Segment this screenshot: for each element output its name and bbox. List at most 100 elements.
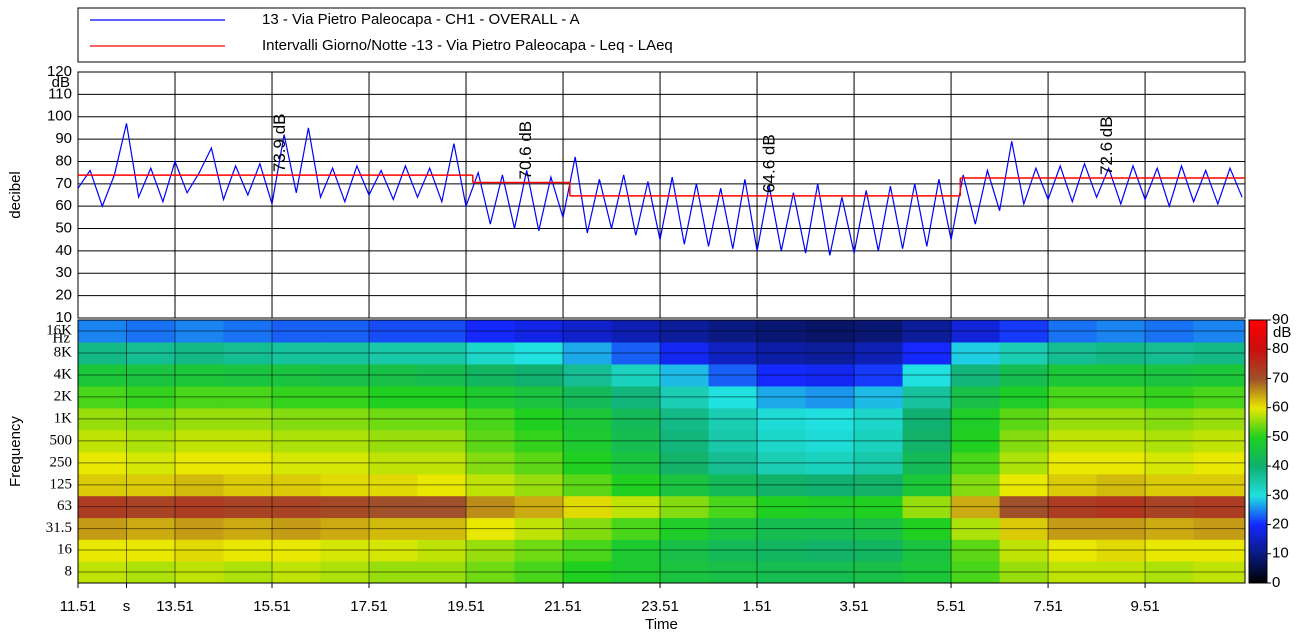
colorbar-band [1249, 497, 1267, 501]
colorbar-band [1249, 512, 1267, 516]
colorbar-band [1249, 547, 1267, 551]
legend-label: 13 - Via Pietro Paleocapa - CH1 - OVERAL… [262, 11, 580, 28]
colorbar-band [1249, 416, 1267, 420]
y-tick-label: 60 [55, 197, 72, 214]
colorbar-band [1249, 420, 1267, 424]
colorbar-band [1249, 425, 1267, 428]
colorbar-band [1249, 438, 1267, 442]
colorbar-band [1249, 447, 1267, 450]
colorbar-band [1249, 381, 1267, 385]
colorbar-band [1249, 436, 1267, 439]
y-tick-label: 31.5 [46, 520, 72, 536]
value-label: 70.6 dB [516, 121, 535, 180]
colorbar-band [1249, 501, 1267, 505]
colorbar-band [1249, 536, 1267, 540]
colorbar-band [1249, 440, 1267, 444]
y-tick-label: 8 [65, 563, 73, 579]
x-tick-label: 19.51 [447, 598, 485, 615]
colorbar-band [1249, 368, 1267, 371]
y-tick-label: 63 [57, 498, 72, 514]
colorbar-band [1249, 355, 1267, 358]
y-tick-label: 50 [55, 220, 72, 237]
colorbar-band [1249, 344, 1267, 347]
x-tick-label: 3.51 [839, 598, 868, 615]
colorbar-band [1249, 366, 1267, 369]
colorbar-band [1249, 341, 1267, 345]
colorbar-band [1249, 561, 1267, 564]
colorbar-band [1249, 508, 1267, 512]
colorbar-band [1249, 444, 1267, 448]
x-tick-label: s [123, 598, 131, 615]
x-tick-label: 1.51 [742, 598, 771, 615]
colorbar-band [1249, 578, 1267, 582]
colorbar-band [1249, 379, 1267, 382]
x-tick-label: 23.51 [641, 598, 679, 615]
y-tick-label: 120 [47, 63, 72, 80]
colorbar-band [1249, 453, 1267, 457]
x-tick-label: 13.51 [156, 598, 194, 615]
colorbar-band [1249, 431, 1267, 435]
x-tick-label: 11.51 [60, 598, 96, 615]
x-tick-label: 15.51 [253, 598, 291, 615]
colorbar-band [1249, 320, 1267, 323]
x-tick-label: 21.51 [544, 598, 582, 615]
y-tick-label: 10 [55, 309, 72, 326]
y-tick-label: 2K [54, 388, 73, 404]
y-tick-label: 80 [55, 152, 72, 169]
colorbar-band [1249, 392, 1267, 396]
colorbar-band [1249, 499, 1267, 503]
colorbar-band [1249, 526, 1267, 529]
colorbar-band [1249, 383, 1267, 387]
colorbar-label: 50 [1272, 428, 1289, 445]
y-tick-label: 16K [46, 322, 72, 338]
colorbar-band [1249, 433, 1267, 437]
colorbar-band [1249, 423, 1267, 426]
colorbar-band [1249, 556, 1267, 560]
colorbar-band [1249, 442, 1267, 446]
colorbar-band [1249, 370, 1267, 374]
colorbar-band [1249, 451, 1267, 455]
colorbar-band [1249, 361, 1267, 365]
y-tick-label: 70 [55, 175, 72, 192]
colorbar-band [1249, 385, 1267, 389]
colorbar-band [1249, 473, 1267, 477]
colorbar-band [1249, 449, 1267, 452]
y-tick-label: 4K [54, 366, 73, 382]
colorbar-band [1249, 530, 1267, 534]
colorbar-band [1249, 328, 1267, 332]
colorbar-band [1249, 359, 1267, 363]
colorbar-band [1249, 484, 1267, 488]
colorbar-band [1249, 490, 1267, 494]
colorbar-band [1249, 519, 1267, 523]
colorbar-label: 0 [1272, 574, 1280, 591]
y-tick-label: 100 [47, 108, 72, 125]
y-axis-title: Frequency [7, 416, 24, 487]
colorbar-band [1249, 348, 1267, 352]
x-tick-label: 7.51 [1033, 598, 1062, 615]
colorbar-band [1249, 563, 1267, 566]
colorbar-band [1249, 427, 1267, 431]
colorbar-band [1249, 569, 1267, 573]
colorbar-band [1249, 387, 1267, 391]
legend-box [77, 7, 1246, 63]
colorbar-band [1249, 541, 1267, 545]
colorbar-band [1249, 532, 1267, 536]
colorbar-band [1249, 477, 1267, 481]
colorbar-band [1249, 479, 1267, 483]
y-tick-label: 1K [54, 410, 73, 426]
colorbar-band [1249, 558, 1267, 562]
colorbar-label: 70 [1272, 369, 1289, 386]
colorbar-band [1249, 572, 1267, 575]
y-tick-label: 125 [50, 476, 73, 492]
colorbar-band [1249, 515, 1267, 518]
colorbar-label: 40 [1272, 457, 1289, 474]
y-tick-label: 16 [57, 541, 73, 557]
colorbar-label: 10 [1272, 545, 1289, 562]
colorbar-band [1249, 482, 1267, 485]
colorbar-band [1249, 469, 1267, 472]
y-tick-label: 110 [48, 85, 72, 102]
x-tick-label: 17.51 [350, 598, 388, 615]
colorbar-band [1249, 357, 1267, 360]
colorbar-band [1249, 523, 1267, 527]
colorbar-band [1249, 554, 1267, 558]
